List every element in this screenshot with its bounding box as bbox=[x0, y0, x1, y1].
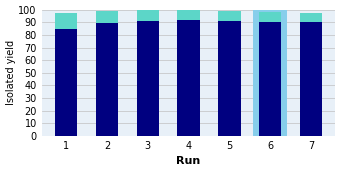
Bar bbox=[55, 13, 77, 29]
Bar bbox=[136, 21, 159, 136]
Bar bbox=[253, 10, 287, 136]
Bar bbox=[96, 23, 118, 136]
Bar bbox=[300, 22, 322, 136]
Bar bbox=[259, 22, 281, 136]
Bar bbox=[136, 10, 159, 21]
Bar bbox=[55, 29, 77, 136]
X-axis label: Run: Run bbox=[176, 156, 201, 167]
Bar bbox=[218, 21, 240, 136]
Bar bbox=[259, 12, 281, 22]
Bar bbox=[177, 10, 200, 20]
Bar bbox=[218, 11, 240, 21]
Bar bbox=[300, 13, 322, 22]
Bar bbox=[177, 20, 200, 136]
Bar bbox=[96, 11, 118, 23]
Y-axis label: Isolated yield: Isolated yield bbox=[5, 40, 16, 105]
